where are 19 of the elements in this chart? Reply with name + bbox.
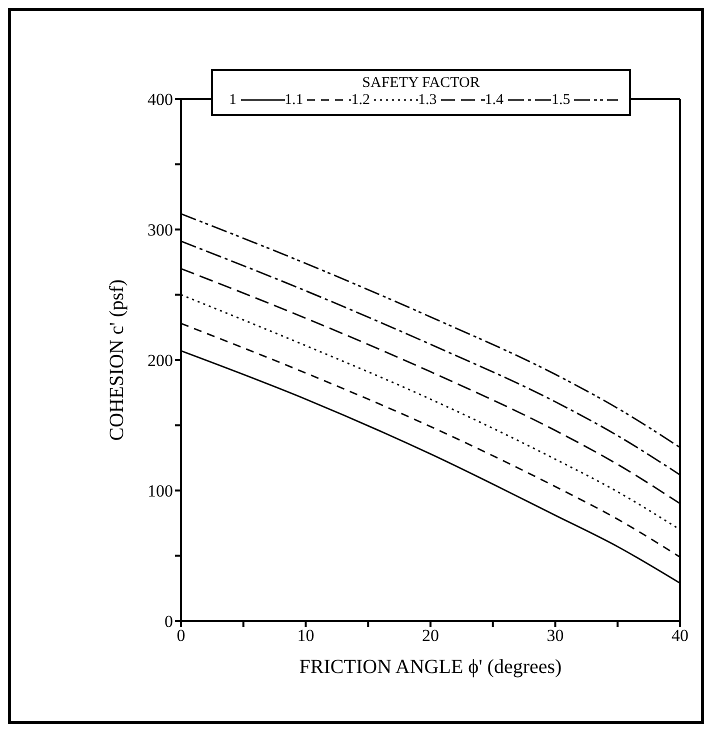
legend-label: 1.3 bbox=[418, 92, 437, 108]
y-tick-label: 400 bbox=[148, 90, 173, 110]
x-tick-label: 30 bbox=[546, 626, 564, 646]
x-tick-label: 20 bbox=[422, 626, 439, 646]
y-tick-label: 100 bbox=[148, 482, 173, 501]
y-axis-title: COHESION c' (psf) bbox=[106, 279, 128, 441]
x-tick-label: 40 bbox=[672, 626, 688, 646]
legend-label: 1.4 bbox=[484, 92, 504, 108]
y-tick-label: 300 bbox=[148, 220, 173, 240]
y-tick-label: 200 bbox=[148, 351, 173, 370]
x-tick-label: 10 bbox=[297, 626, 314, 646]
x-tick-label: 0 bbox=[176, 626, 186, 646]
legend-label: 1.1 bbox=[284, 92, 304, 108]
legend-label: 1.2 bbox=[351, 92, 370, 108]
legend-label: 1.5 bbox=[552, 92, 570, 108]
y-tick-label: 0 bbox=[164, 612, 173, 632]
x-axis-title: FRICTION ANGLE ϕ' (degrees) bbox=[299, 656, 562, 678]
legend-label: 1 bbox=[229, 92, 236, 108]
legend-title: SAFETY FACTOR bbox=[361, 75, 481, 92]
